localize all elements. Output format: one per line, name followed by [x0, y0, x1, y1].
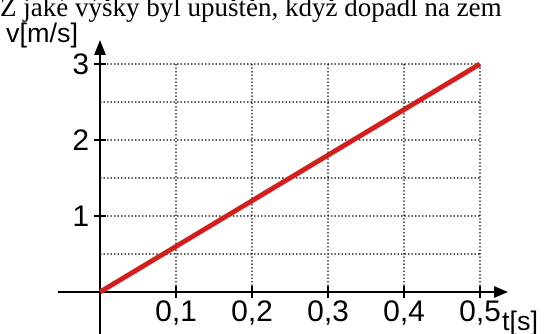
axes: [58, 40, 508, 334]
y-tick-label: 1: [72, 200, 89, 233]
tick-labels: 0,1 0,2 0,3 0,4 0,5 1 2 3: [72, 48, 501, 328]
header-fragment: Z jaké výšky byl upuštěn, když dopadl na…: [0, 0, 502, 22]
x-tick-label: 0,4: [383, 295, 425, 328]
y-tick-label: 2: [72, 124, 89, 157]
x-axis-arrow: [494, 286, 508, 298]
y-tick-label: 3: [72, 48, 89, 81]
y-axis-label: v[m/s]: [6, 18, 78, 48]
y-axis-arrow: [94, 40, 106, 55]
series-line: [98, 61, 482, 295]
x-tick-label: 0,1: [155, 295, 197, 328]
x-tick-label: 0,5: [459, 295, 501, 328]
x-axis-label: t[s]: [502, 306, 538, 334]
x-tick-label: 0,2: [231, 295, 273, 328]
series-lines: [98, 61, 482, 295]
x-tick-label: 0,3: [307, 295, 349, 328]
